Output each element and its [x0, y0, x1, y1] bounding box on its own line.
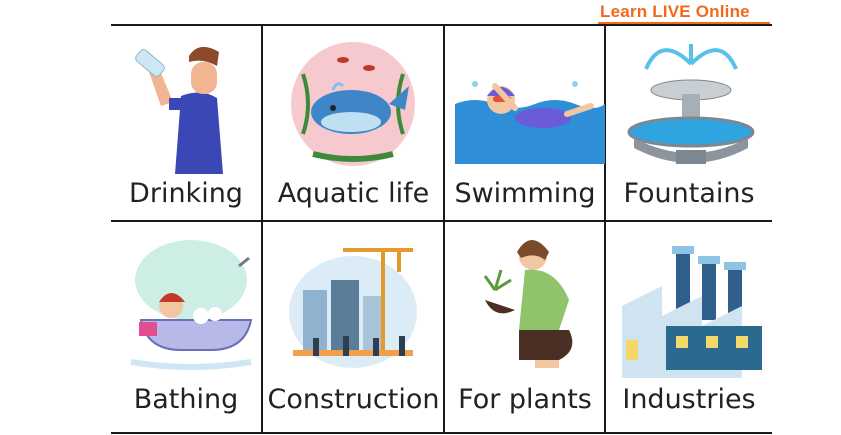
cell-fountains: Fountains	[606, 26, 772, 229]
brand-underline	[598, 22, 770, 24]
cell-bathing: Bathing	[111, 222, 261, 425]
grid-line-col2	[443, 24, 445, 434]
person-drinking-icon	[135, 46, 223, 174]
gardener-icon	[483, 240, 573, 368]
cell-swimming: Swimming	[445, 26, 605, 229]
grid-line-middle	[111, 220, 772, 222]
cell-label: Fountains	[623, 178, 755, 209]
cell-label: Bathing	[133, 384, 239, 415]
cell-drinking: Drinking	[111, 26, 261, 229]
cell-label: Aquatic life	[277, 178, 430, 209]
bathtub-icon	[130, 240, 253, 370]
construction-site-icon	[289, 248, 417, 368]
grid-line-top	[111, 24, 772, 26]
fountain-icon	[627, 44, 755, 164]
grid-line-bottom	[111, 432, 772, 434]
grid-line-col3	[604, 24, 606, 434]
cell-industries: Industries	[606, 222, 772, 425]
swimmer-icon	[455, 81, 605, 164]
cell-for-plants: For plants	[445, 222, 605, 425]
cell-label: For plants	[458, 384, 592, 415]
brand-text[interactable]: Learn LIVE Online	[600, 2, 750, 21]
cell-label: Industries	[622, 384, 756, 415]
water-uses-grid: Drinking Aquatic life	[111, 24, 772, 434]
whale-icon	[291, 42, 415, 166]
cell-construction: Construction	[263, 222, 444, 425]
cell-aquatic-life: Aquatic life	[263, 26, 444, 229]
cell-label: Construction	[267, 384, 440, 415]
factory-icon	[622, 246, 762, 378]
cell-label: Drinking	[129, 178, 243, 209]
grid-line-col1	[261, 24, 263, 434]
cell-label: Swimming	[454, 178, 596, 209]
